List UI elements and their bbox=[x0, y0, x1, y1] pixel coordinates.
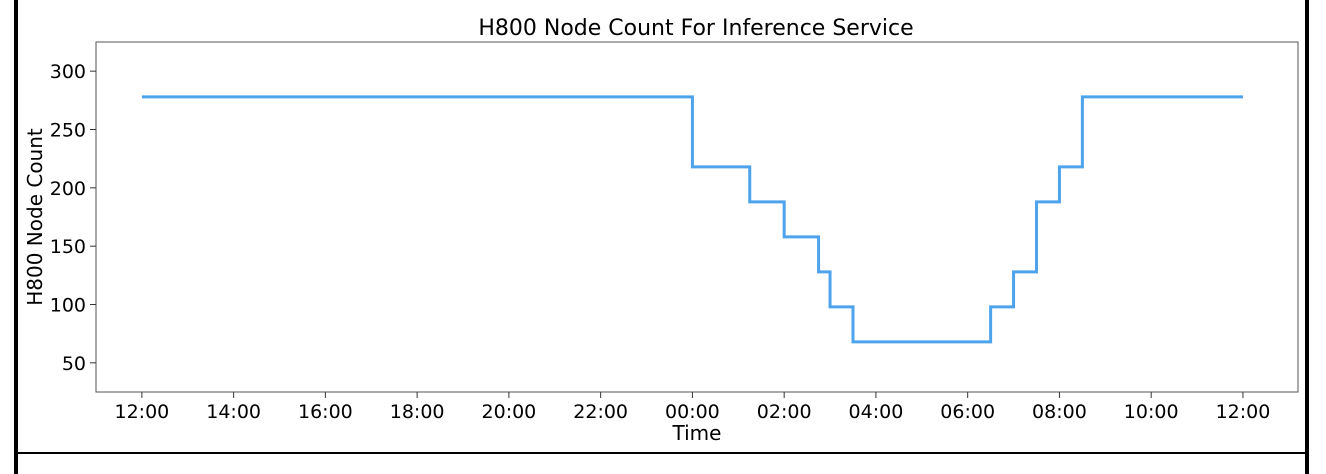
y-tick-label: 100 bbox=[50, 295, 86, 317]
x-axis: 12:00 14:00 16:00 18:00 20:00 22:00 00:00 02:00… bbox=[114, 392, 1270, 423]
x-tick-label: 12:00 bbox=[114, 401, 169, 423]
x-tick-label: 02:00 bbox=[757, 401, 812, 423]
y-tick-label: 150 bbox=[50, 236, 86, 258]
frame-left-border bbox=[14, 0, 18, 474]
x-axis-label: Time bbox=[672, 421, 722, 445]
x-tick-label: 00:00 bbox=[665, 401, 720, 423]
y-tick-label: 200 bbox=[50, 178, 86, 200]
y-tick-label: 300 bbox=[50, 61, 86, 83]
x-tick-label: 14:00 bbox=[206, 401, 261, 423]
frame-bottom-border bbox=[14, 452, 1309, 454]
x-tick-label: 08:00 bbox=[1032, 401, 1087, 423]
frame-right-border bbox=[1305, 0, 1309, 474]
chart-title: H800 Node Count For Inference Service bbox=[478, 16, 913, 41]
x-tick-label: 16:00 bbox=[298, 401, 353, 423]
x-tick-label: 06:00 bbox=[940, 401, 995, 423]
x-tick-label: 20:00 bbox=[482, 401, 537, 423]
x-tick-label: 22:00 bbox=[573, 401, 628, 423]
x-tick-label: 04:00 bbox=[849, 401, 904, 423]
y-tick-label: 250 bbox=[50, 120, 86, 142]
x-tick-label: 10:00 bbox=[1124, 401, 1179, 423]
node-count-series-line bbox=[141, 95, 1243, 344]
y-axis: 50 100 150 200 250 300 bbox=[50, 61, 96, 375]
y-tick-label: 50 bbox=[62, 353, 86, 375]
plot-area bbox=[95, 41, 1299, 393]
y-axis-label: H800 Node Count bbox=[23, 128, 47, 306]
x-tick-label: 12:00 bbox=[1216, 401, 1271, 423]
x-tick-label: 18:00 bbox=[390, 401, 445, 423]
